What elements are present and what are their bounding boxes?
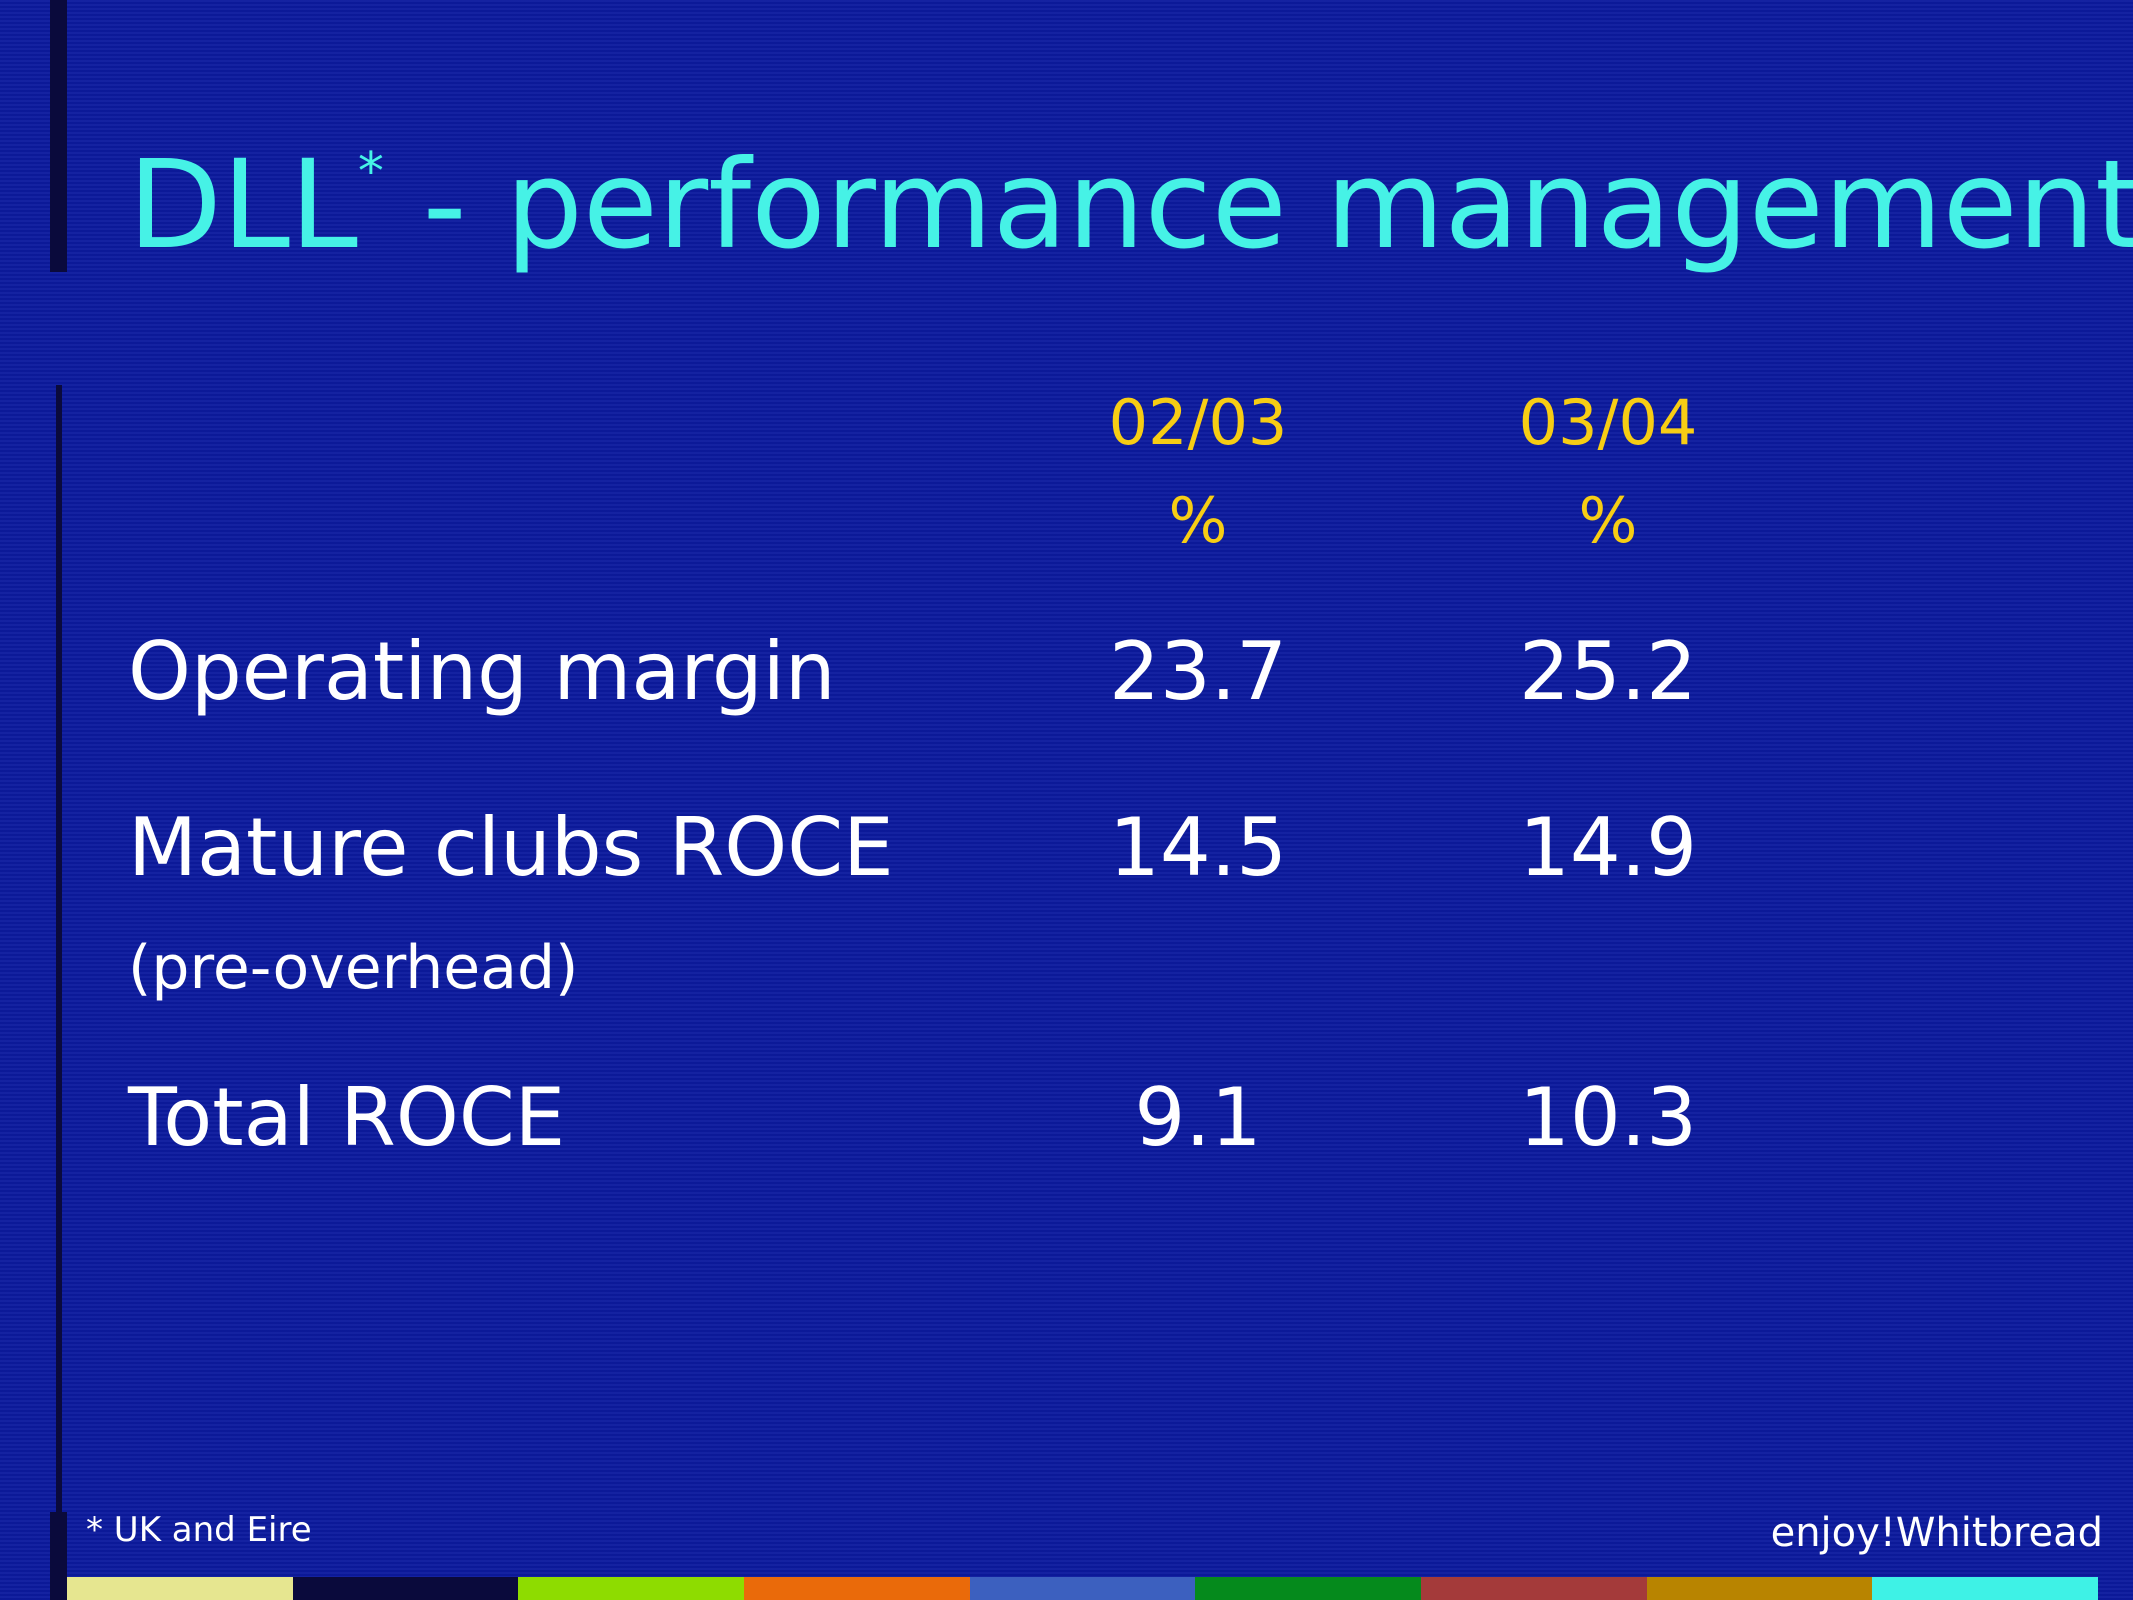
- cell-operating-margin-0304: 25.2: [1518, 625, 1698, 718]
- slide-title: DLL* - performance management: [128, 138, 2133, 272]
- footnote: * UK and Eire: [86, 1510, 312, 1550]
- color-stripe-segment: [1195, 1577, 1422, 1600]
- color-stripe-segment: [67, 1577, 293, 1600]
- color-stripe-segment: [744, 1577, 970, 1600]
- cell-total-roce-0304: 10.3: [1518, 1071, 1698, 1164]
- column-header-unit-2: %: [1578, 484, 1638, 557]
- color-stripe-segment: [969, 1577, 1196, 1600]
- accent-bar-left: [56, 385, 62, 1515]
- color-stripe: [67, 1577, 2099, 1600]
- row-sublabel-pre-overhead: (pre-overhead): [128, 933, 579, 1003]
- title-footnote-marker: *: [357, 142, 384, 202]
- color-stripe-segment: [518, 1577, 745, 1600]
- column-header-unit-1: %: [1168, 484, 1228, 557]
- accent-bar-top: [50, 0, 67, 272]
- cell-mature-clubs-roce-0203: 14.5: [1108, 801, 1288, 894]
- cell-mature-clubs-roce-0304: 14.9: [1518, 801, 1698, 894]
- color-stripe-segment: [292, 1577, 519, 1600]
- color-stripe-segment: [1646, 1577, 1873, 1600]
- row-label-total-roce: Total ROCE: [128, 1071, 566, 1164]
- color-stripe-segment: [1421, 1577, 1647, 1600]
- row-label-mature-clubs-roce: Mature clubs ROCE: [128, 801, 894, 894]
- accent-bar-bottom: [50, 1512, 67, 1600]
- title-main: DLL: [128, 134, 358, 276]
- column-header-period-2: 03/04: [1518, 386, 1698, 459]
- color-stripe-segment: [1872, 1577, 2099, 1600]
- title-rest: - performance management: [383, 134, 2133, 276]
- column-header-period-1: 02/03: [1108, 386, 1288, 459]
- brand-logo-text: enjoy!Whitbread: [1770, 1510, 2103, 1556]
- row-label-operating-margin: Operating margin: [128, 625, 836, 718]
- cell-operating-margin-0203: 23.7: [1108, 625, 1288, 718]
- cell-total-roce-0203: 9.1: [1134, 1071, 1262, 1164]
